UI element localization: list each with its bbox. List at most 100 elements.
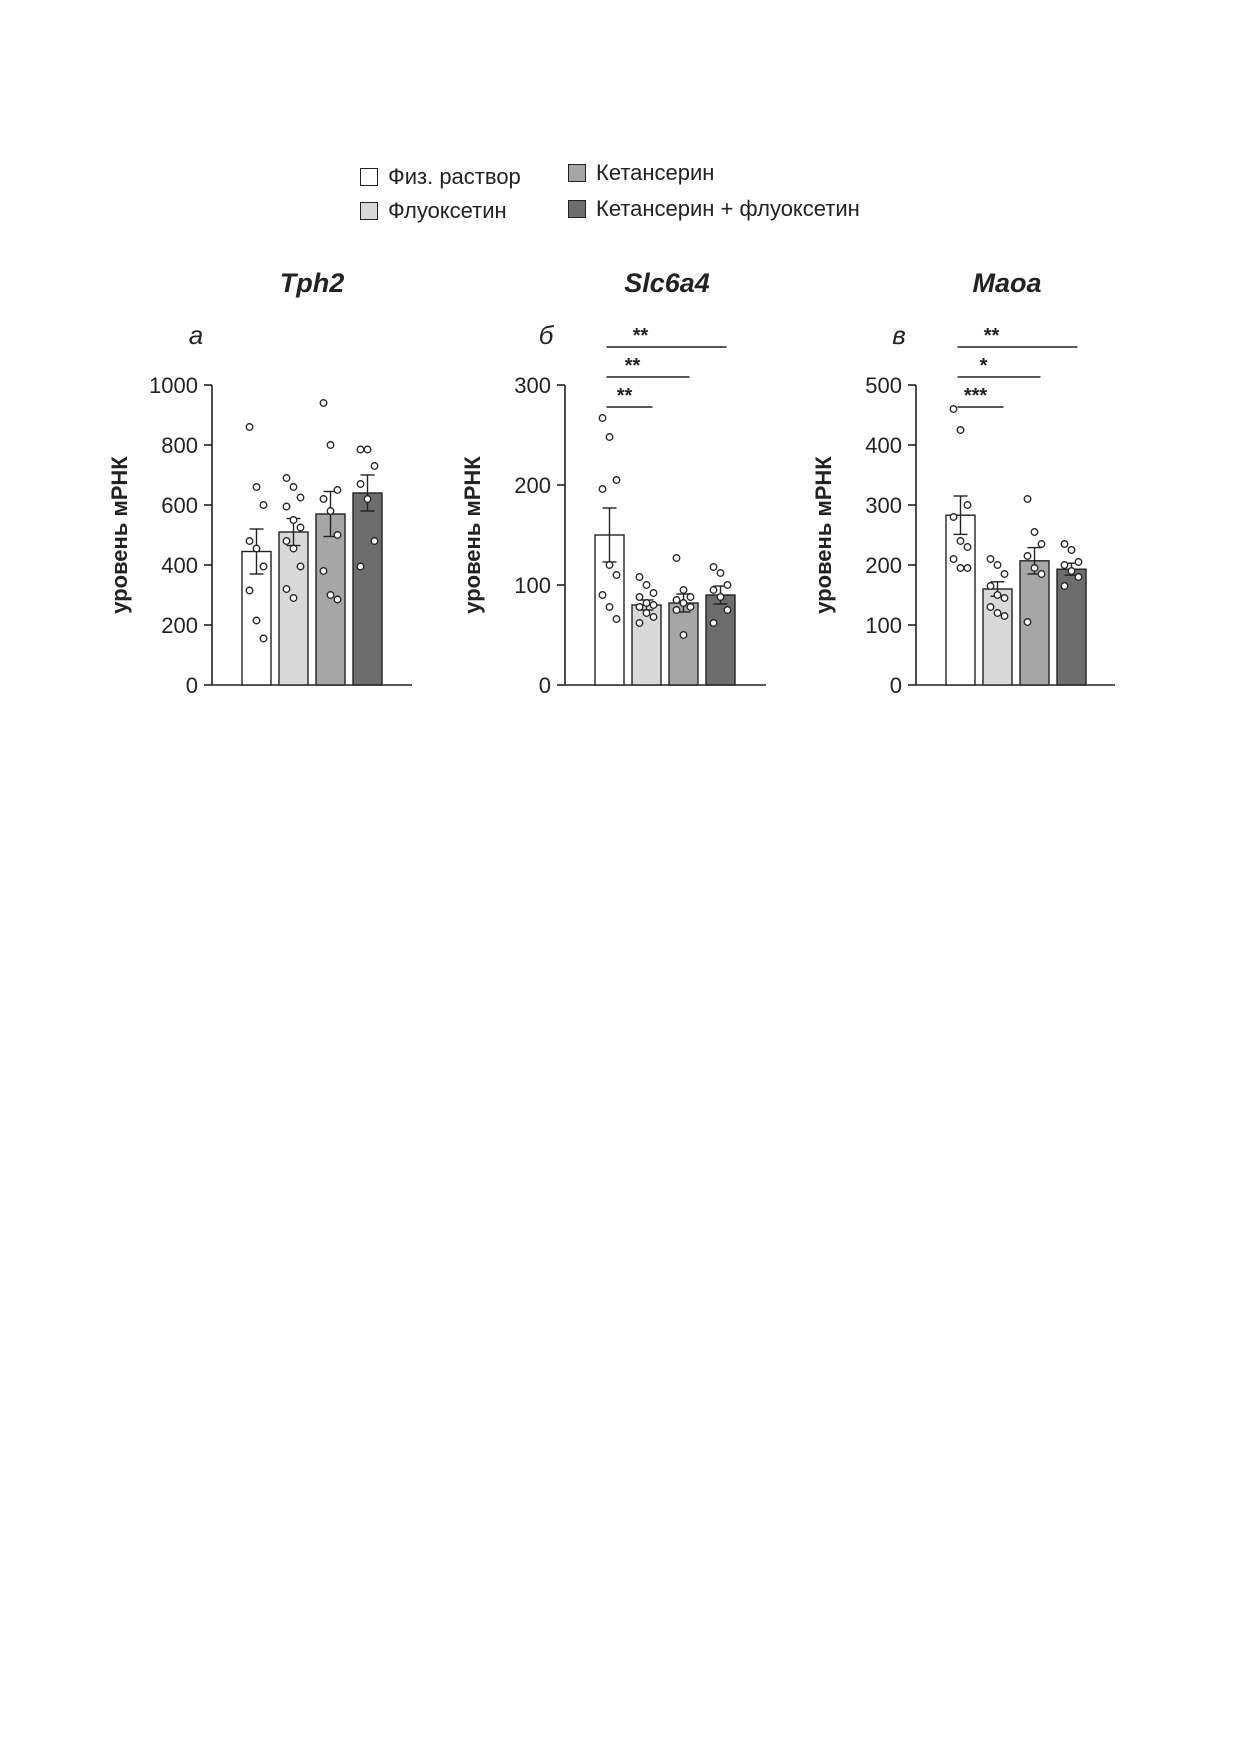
panel-2-point-2-2 — [1037, 540, 1046, 548]
legend-item-saline: Физ. раствор — [360, 164, 521, 190]
panel-2-point-1-1 — [993, 561, 1002, 569]
panel-2-point-3-4 — [1067, 567, 1076, 575]
panel-0-point-1-6 — [282, 537, 291, 545]
panel-1-ylabel: уровень мРНК — [460, 456, 485, 614]
panel-0-point-1-1 — [289, 483, 298, 491]
panel-2-ytick-label-2: 200 — [865, 553, 902, 578]
panel-1-point-1-4 — [642, 599, 651, 607]
panel-0-ytick-label-5: 1000 — [149, 373, 198, 398]
panel-2-point-0-5 — [963, 543, 972, 551]
panel-2-point-0-2 — [963, 501, 972, 509]
panel-1-title: Slc6a4 — [624, 268, 710, 298]
panel-1-point-3-1 — [716, 569, 725, 577]
panel-1-point-2-1 — [679, 586, 688, 594]
legend-item-ketanserin-fluoxetine: Кетансерин + флуоксетин — [568, 196, 860, 222]
panel-0-ytick-label-1: 200 — [161, 613, 198, 638]
panel-0-point-2-8 — [333, 595, 342, 604]
panel-1-point-2-6 — [672, 606, 681, 614]
legend-swatch-ketanserin-fluoxetine — [568, 200, 586, 218]
panel-1-point-3-2 — [723, 581, 732, 589]
panel-0-point-3-5 — [370, 537, 379, 545]
panel-0-point-1-9 — [282, 585, 291, 593]
panel-0-point-1-3 — [282, 502, 291, 511]
panel-0-point-3-4 — [363, 495, 372, 503]
panel-1-point-0-7 — [605, 603, 614, 611]
panel-2-point-2-6 — [1023, 618, 1032, 626]
panel-2-ytick-label-0: 0 — [890, 673, 902, 698]
panel-2-sig-label-0: *** — [964, 385, 988, 407]
panel-2-point-2-1 — [1030, 528, 1039, 536]
panel-0-letter: а — [189, 320, 203, 350]
panel-1-point-0-0 — [598, 414, 607, 422]
panel-1-point-2-4 — [679, 599, 688, 607]
panel-2-ylabel: уровень мРНК — [811, 456, 836, 614]
panel-1-point-3-3 — [709, 586, 718, 594]
panel-0-point-2-5 — [333, 531, 342, 539]
panel-1-point-2-5 — [686, 603, 695, 611]
panel-1-point-1-6 — [635, 603, 644, 611]
panel-0-point-0-7 — [252, 616, 261, 625]
panel-0-title: Tph2 — [280, 268, 345, 298]
panel-1-point-0-8 — [612, 615, 621, 623]
panel-1-point-2-3 — [672, 596, 681, 604]
panel-0-ytick-label-4: 800 — [161, 433, 198, 458]
panel-2-point-0-0 — [949, 405, 958, 413]
panel-1-point-0-4 — [605, 561, 614, 569]
panel-0-point-3-2 — [370, 462, 379, 470]
panel-0-point-0-5 — [259, 562, 268, 571]
panel-1-point-1-1 — [642, 581, 651, 589]
panel-0-point-1-0 — [282, 474, 291, 482]
panel-1-point-1-9 — [635, 619, 644, 627]
panel-2-point-0-6 — [949, 555, 958, 563]
panel-0-point-2-0 — [319, 399, 328, 407]
panel-2-sig-label-1: * — [980, 355, 988, 377]
panel-2-ytick-label-4: 400 — [865, 433, 902, 458]
panel-2-point-2-3 — [1023, 552, 1032, 560]
panel-0-point-0-0 — [245, 423, 254, 431]
panel-2-bar-1 — [982, 588, 1013, 686]
panel-2-point-0-7 — [956, 564, 965, 572]
panel-2-point-1-4 — [993, 591, 1002, 599]
panel-2-title: Maoa — [972, 268, 1041, 298]
panel-2-point-0-1 — [956, 426, 965, 434]
panel-0-point-0-8 — [259, 634, 268, 643]
panel-2-point-1-6 — [986, 603, 995, 611]
panel-2-letter: в — [892, 320, 906, 350]
panel-0-point-1-7 — [289, 544, 298, 553]
panel-1-sig-label-1: ** — [625, 355, 641, 377]
panel-1-ytick-label-0: 0 — [539, 673, 551, 698]
panel-0-point-0-2 — [259, 501, 268, 509]
panel-0-point-2-6 — [319, 567, 328, 575]
panel-2-point-0-4 — [956, 537, 965, 545]
panel-0-point-3-6 — [356, 562, 365, 571]
legend: Физ. раствор Флуоксетин Кетансерин Кетан… — [360, 160, 920, 244]
panel-1-point-2-7 — [679, 631, 688, 639]
panel-0-point-1-10 — [289, 594, 298, 602]
panel-2-point-1-5 — [1000, 594, 1009, 602]
panel-0-point-0-6 — [245, 586, 254, 595]
panel-2-ytick-label-3: 300 — [865, 493, 902, 518]
panel-0-bar-1 — [278, 531, 309, 686]
panel-2-point-3-5 — [1074, 573, 1083, 581]
panel-1-point-1-3 — [635, 593, 644, 601]
panel-2-point-2-5 — [1037, 570, 1046, 578]
panel-0-point-2-3 — [319, 495, 328, 503]
panel-0-bar-3 — [352, 492, 383, 686]
legend-label-ketanserin-fluoxetine: Кетансерин + флуоксетин — [596, 196, 860, 221]
panel-0-point-1-2 — [296, 493, 305, 502]
panel-2-point-1-0 — [986, 555, 995, 563]
panel-0-point-1-4 — [289, 516, 298, 524]
panel-1-point-3-6 — [709, 619, 718, 627]
panel-1-sig-label-2: ** — [633, 325, 649, 347]
panel-1-point-3-5 — [723, 606, 732, 614]
panel-2-point-2-0 — [1023, 495, 1032, 503]
legend-item-ketanserin: Кетансерин — [568, 160, 714, 186]
panel-2-point-1-7 — [993, 609, 1002, 617]
panel-0-point-0-4 — [252, 544, 261, 553]
panel-1-ytick-label-2: 200 — [514, 473, 551, 498]
panel-2-ytick-label-1: 100 — [865, 613, 902, 638]
panel-1-point-0-2 — [612, 476, 621, 484]
panel-0-ytick-label-2: 400 — [161, 553, 198, 578]
legend-item-fluoxetine: Флуоксетин — [360, 198, 507, 224]
